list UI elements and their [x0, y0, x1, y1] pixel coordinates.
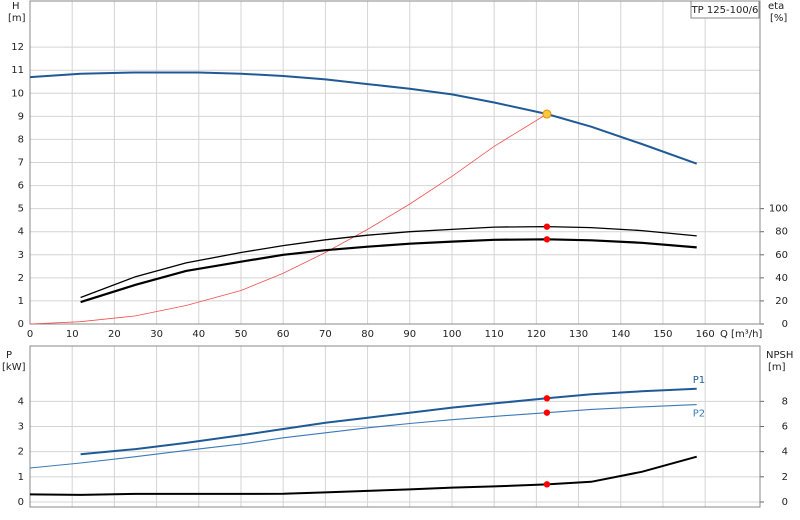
- y-tick-label: 12: [11, 42, 24, 53]
- y-tick-label: 11: [11, 65, 24, 76]
- x-tick-label: 20: [108, 329, 121, 340]
- y-tick-label: 6: [18, 181, 24, 192]
- x-tick-label: 40: [192, 329, 205, 340]
- duty-point: [543, 223, 551, 230]
- y-tick-label: 10: [11, 88, 24, 99]
- y-axis-unit: [kW]: [2, 362, 26, 373]
- y-tick-label: 3: [18, 250, 24, 261]
- x-tick-label: 60: [277, 329, 290, 340]
- y-tick-label: 0: [18, 319, 24, 330]
- y-tick-label: 9: [18, 111, 24, 122]
- duty-point: [543, 395, 551, 402]
- x-tick-label: 30: [150, 329, 163, 340]
- y2-tick-label: 6: [782, 422, 788, 433]
- title-box: [690, 0, 760, 19]
- y-tick-label: 3: [18, 422, 24, 433]
- curve: [29, 113, 548, 325]
- y-tick-label: 1: [18, 472, 24, 483]
- y-axis-label: H: [12, 1, 20, 12]
- y2-tick-label: 8: [782, 396, 788, 407]
- curve: [29, 71, 698, 165]
- curve-label: P2: [693, 409, 705, 420]
- y-tick-label: 4: [18, 227, 24, 238]
- curve: [29, 455, 697, 496]
- x-tick-label: 80: [361, 329, 374, 340]
- y2-tick-label: 60: [775, 250, 788, 261]
- y-tick-label: 2: [18, 447, 24, 458]
- y2-tick-label: 80: [775, 227, 788, 238]
- duty-point: [543, 481, 551, 488]
- chart-title: TP 125-100/6: [691, 5, 759, 16]
- y2-axis-unit: [m]: [768, 362, 786, 373]
- curve: [80, 387, 697, 456]
- x-tick-label: 70: [319, 329, 332, 340]
- y-tick-label: 7: [18, 158, 24, 169]
- x-tick-label: 150: [653, 329, 672, 340]
- y2-tick-label: 20: [775, 296, 788, 307]
- curve-label: P1: [693, 375, 705, 386]
- curve: [80, 225, 697, 299]
- y-tick-label: 5: [18, 204, 24, 215]
- y2-tick-label: 100: [769, 204, 788, 215]
- x-tick-label: 100: [442, 329, 461, 340]
- y2-tick-label: 4: [782, 447, 788, 458]
- y-tick-label: 2: [18, 273, 24, 284]
- plot-frame: [29, 345, 761, 508]
- y-tick-label: 1: [18, 296, 24, 307]
- x-tick-label: 130: [569, 329, 588, 340]
- x-axis-label: Q [m³/h]: [720, 329, 762, 340]
- y-tick-label: 8: [18, 134, 24, 145]
- y-tick-label: 4: [18, 396, 24, 407]
- x-tick-label: 0: [27, 329, 33, 340]
- x-tick-label: 10: [66, 329, 79, 340]
- y2-tick-label: 40: [775, 273, 788, 284]
- x-tick-label: 160: [696, 329, 715, 340]
- x-tick-label: 50: [235, 329, 248, 340]
- duty-point: [543, 409, 551, 416]
- plot-frame: [29, 0, 761, 325]
- x-tick-label: 120: [527, 329, 546, 340]
- y2-axis-label: NPSH: [766, 350, 793, 361]
- y-tick-label: 0: [18, 497, 24, 508]
- y2-tick-label: 2: [782, 472, 788, 483]
- duty-point: [542, 109, 552, 119]
- x-tick-label: 110: [485, 329, 504, 340]
- y-axis-label: P: [6, 350, 12, 361]
- duty-point: [543, 236, 551, 243]
- y2-tick-label: 0: [782, 497, 788, 508]
- y2-tick-label: 0: [782, 319, 788, 330]
- y2-axis-unit: [%]: [770, 13, 787, 24]
- y2-axis-label: eta: [768, 1, 784, 12]
- y-axis-unit: [m]: [8, 13, 26, 24]
- x-tick-label: 140: [611, 329, 630, 340]
- curve: [29, 404, 697, 469]
- x-tick-label: 90: [403, 329, 416, 340]
- curve: [80, 238, 697, 304]
